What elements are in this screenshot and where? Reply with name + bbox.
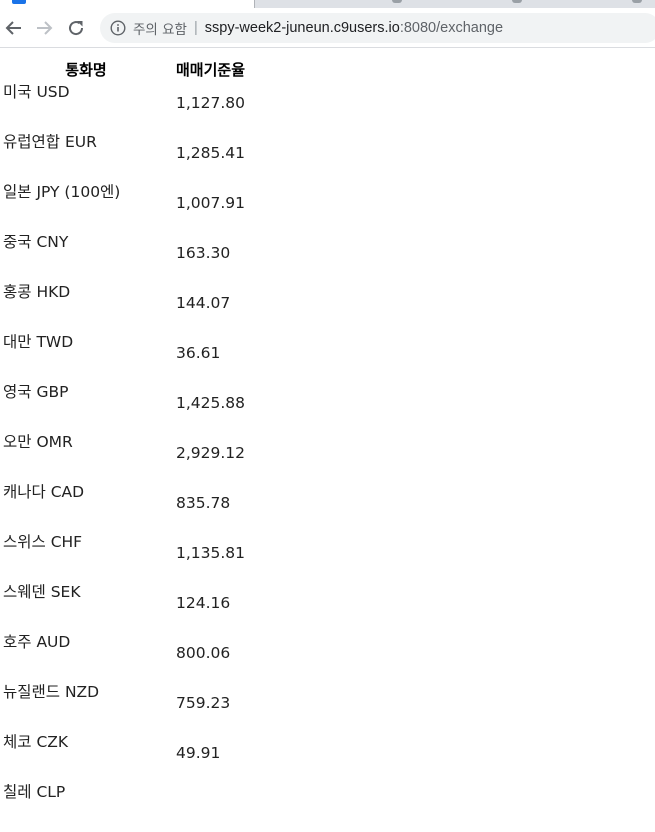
table-cell: 호주 AUD 800.06 [0,632,255,682]
table-cell: 홍콩 HKD 144.07 [0,282,255,332]
base-rate-value: 1,425.88 [176,394,246,412]
tab-favicon-2 [392,0,402,3]
currency-name: 홍콩 HKD [3,283,71,301]
back-button[interactable] [2,16,26,40]
base-rate-value: 49.91 [176,744,221,762]
currency-name: 뉴질랜드 NZD [3,683,100,701]
base-rate-value: 1,127.80 [176,94,246,112]
base-rate-value: 163.30 [176,244,231,262]
currency-name: 영국 GBP [3,383,69,401]
page-content: 통화명 매매기준율 미국 USD 1,127.80 유럽연합 EUR 1,285.41… [0,48,655,804]
back-arrow-icon [5,21,21,35]
table-cell: 유럽연합 EUR 1,285.41 [0,132,255,182]
base-rate-value: 835.78 [176,494,231,512]
tab-strip [0,0,655,8]
reload-button[interactable] [64,16,88,40]
table-cell: 일본 JPY (100엔) 1,007.91 [0,182,255,232]
table-row: 스위스 CHF 1,135.81 [0,532,255,582]
forward-arrow-icon [37,21,53,35]
info-icon[interactable] [110,20,126,36]
currency-name: 캐나다 CAD [3,483,85,501]
reload-icon [69,21,84,36]
currency-name: 미국 USD [3,83,70,101]
url-path: :8080/exchange [399,20,504,36]
header-base-rate: 매매기준율 [176,61,246,79]
currency-name: 대만 TWD [3,333,74,351]
table-cell: 미국 USD 1,127.80 [0,82,255,132]
header-currency-name: 통화명 [65,61,107,79]
base-rate-value: 759.23 [176,694,231,712]
base-rate-value: 36.61 [176,344,221,362]
table-cell: 체코 CZK 49.91 [0,732,255,782]
table-cell: 캐나다 CAD 835.78 [0,482,255,532]
tab-favicon-3 [512,0,522,3]
base-rate-value: 2,929.12 [176,444,246,462]
tab-divider [254,0,255,8]
table-row: 중국 CNY 163.30 [0,232,255,282]
currency-name: 유럽연합 EUR [3,133,97,151]
base-rate-value [172,782,176,807]
table-row: 일본 JPY (100엔) 1,007.91 [0,182,255,232]
forward-button[interactable] [32,16,56,40]
currency-name: 칠레 CLP [3,783,66,801]
currency-name: 호주 AUD [3,633,71,651]
currency-name: 체코 CZK [3,733,69,751]
table-row: 홍콩 HKD 144.07 [0,282,255,332]
table-row: 대만 TWD 36.61 [0,332,255,382]
url-host: sspy-week2-juneun.c9users.io [204,20,400,36]
base-rate-value: 1,007.91 [176,194,246,212]
table-cell: 스웨덴 SEK 124.16 [0,582,255,632]
table-row: 오만 OMR 2,929.12 [0,432,255,482]
table-row: 뉴질랜드 NZD 759.23 [0,682,255,732]
base-rate-value: 124.16 [176,594,231,612]
currency-name: 스위스 CHF [3,533,83,551]
tab-active[interactable] [0,0,254,8]
table-row: 스웨덴 SEK 124.16 [0,582,255,632]
table-row: 호주 AUD 800.06 [0,632,255,682]
base-rate-value: 1,135.81 [176,544,246,562]
table-cell: 칠레 CLP [0,782,255,832]
table-cell: 영국 GBP 1,425.88 [0,382,255,432]
table-cell: 중국 CNY 163.30 [0,232,255,282]
table-body: 미국 USD 1,127.80 유럽연합 EUR 1,285.41 일본 JPY (10… [0,82,255,832]
table-cell: 오만 OMR 2,929.12 [0,432,255,482]
currency-name: 스웨덴 SEK [3,583,81,601]
base-rate-value: 144.07 [176,294,231,312]
currency-name: 일본 JPY (100엔) [3,183,121,201]
table-cell: 뉴질랜드 NZD 759.23 [0,682,255,732]
base-rate-value: 800.06 [176,644,231,662]
table-cell: 대만 TWD 36.61 [0,332,255,382]
exchange-rate-table: 통화명 매매기준율 미국 USD 1,127.80 유럽연합 EUR 1,285.41… [0,57,255,832]
browser-toolbar: 주의 요함 | sspy-week2-juneun.c9users.io:808… [0,8,655,48]
table-cell: 스위스 CHF 1,135.81 [0,532,255,582]
address-bar[interactable]: 주의 요함 | sspy-week2-juneun.c9users.io:808… [100,13,655,43]
currency-name: 오만 OMR [3,433,73,451]
currency-name: 중국 CNY [3,233,69,251]
table-row: 체코 CZK 49.91 [0,732,255,782]
separator: | [193,20,198,36]
security-label[interactable]: 주의 요함 [133,22,187,38]
table-row: 캐나다 CAD 835.78 [0,482,255,532]
base-rate-value: 1,285.41 [176,144,246,162]
table-row: 칠레 CLP [0,782,255,832]
table-row: 미국 USD 1,127.80 [0,82,255,132]
table-row: 영국 GBP 1,425.88 [0,382,255,432]
table-row: 유럽연합 EUR 1,285.41 [0,132,255,182]
tab-favicon [12,0,26,4]
tab-favicon-4 [632,0,642,3]
